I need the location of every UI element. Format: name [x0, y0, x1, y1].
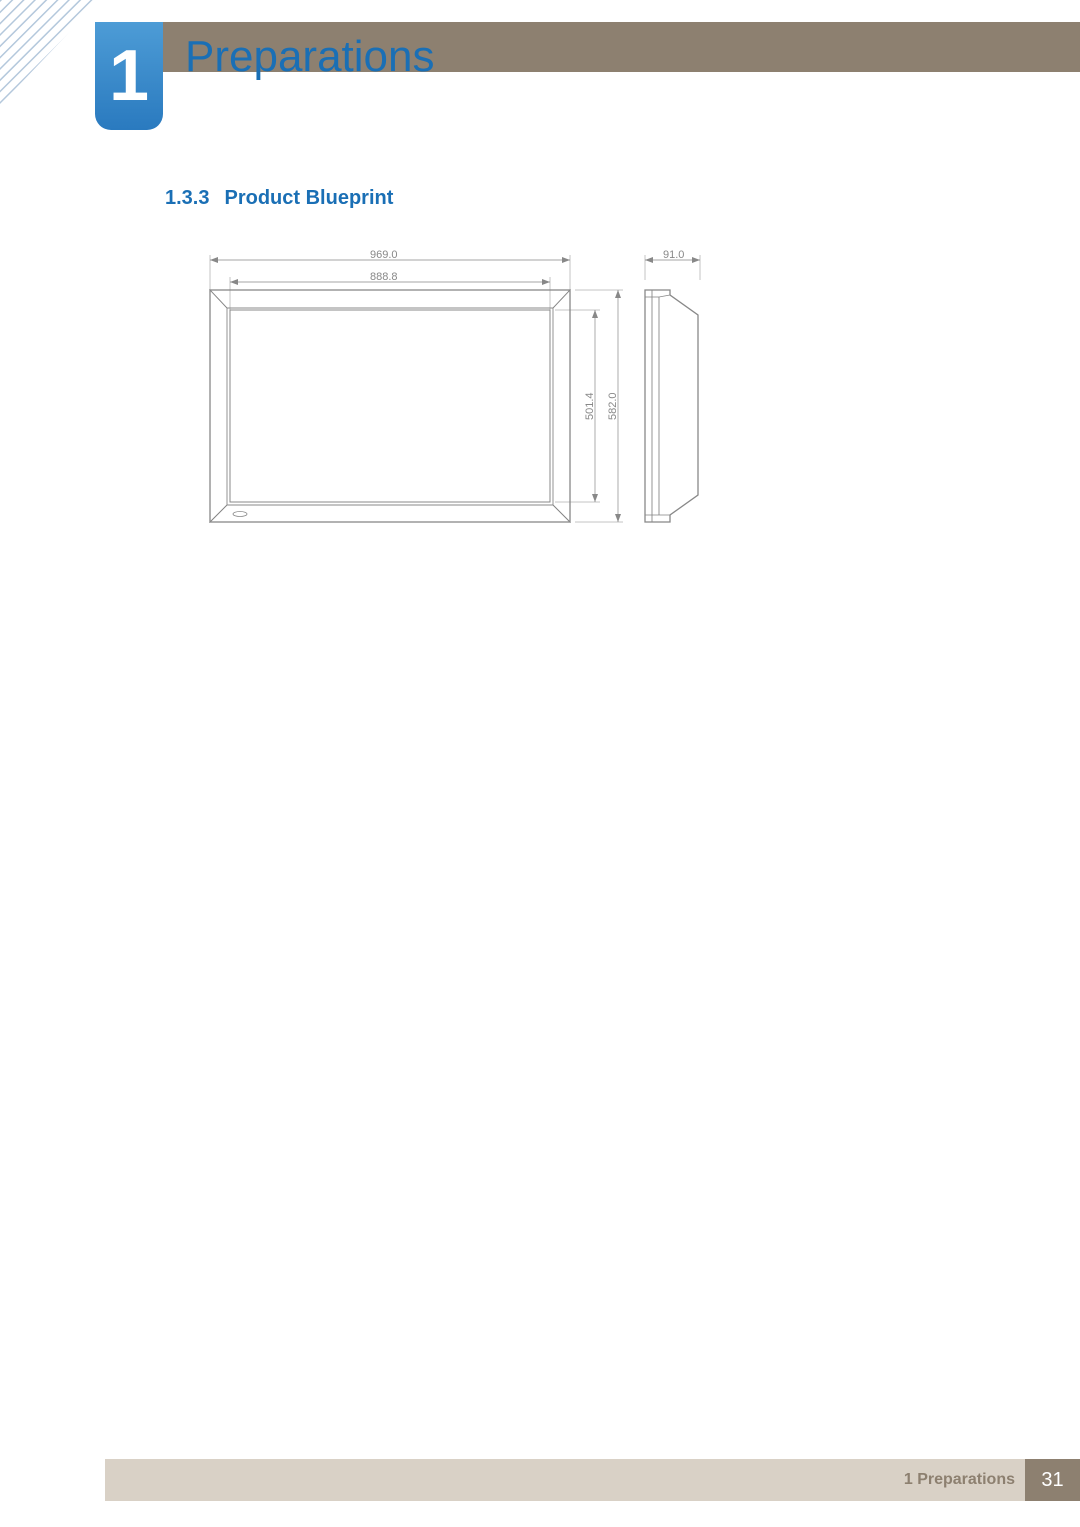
header-hatch-decoration [0, 0, 100, 105]
product-blueprint-diagram: 969.0 888.8 501.4 582.0 [200, 250, 740, 540]
section-number: 1.3.3 [165, 187, 209, 209]
dim-inner-height: 501.4 [584, 392, 596, 420]
dim-depth: 91.0 [663, 250, 684, 261]
footer-bar: 1 Preparations 31 [105, 1459, 1080, 1501]
chapter-title: Preparations [185, 32, 434, 82]
footer-chapter-label: 1 Preparations [904, 1471, 1015, 1489]
section-title: Product Blueprint [224, 187, 393, 209]
dim-inner-width: 888.8 [370, 271, 398, 283]
page-number-box: 31 [1025, 1459, 1080, 1501]
dim-outer-height: 582.0 [607, 392, 619, 420]
section-heading: 1.3.3 Product Blueprint [165, 187, 393, 210]
page-number: 31 [1041, 1469, 1063, 1492]
dim-outer-width: 969.0 [370, 250, 398, 261]
chapter-number: 1 [109, 40, 149, 112]
chapter-badge: 1 [95, 22, 163, 130]
